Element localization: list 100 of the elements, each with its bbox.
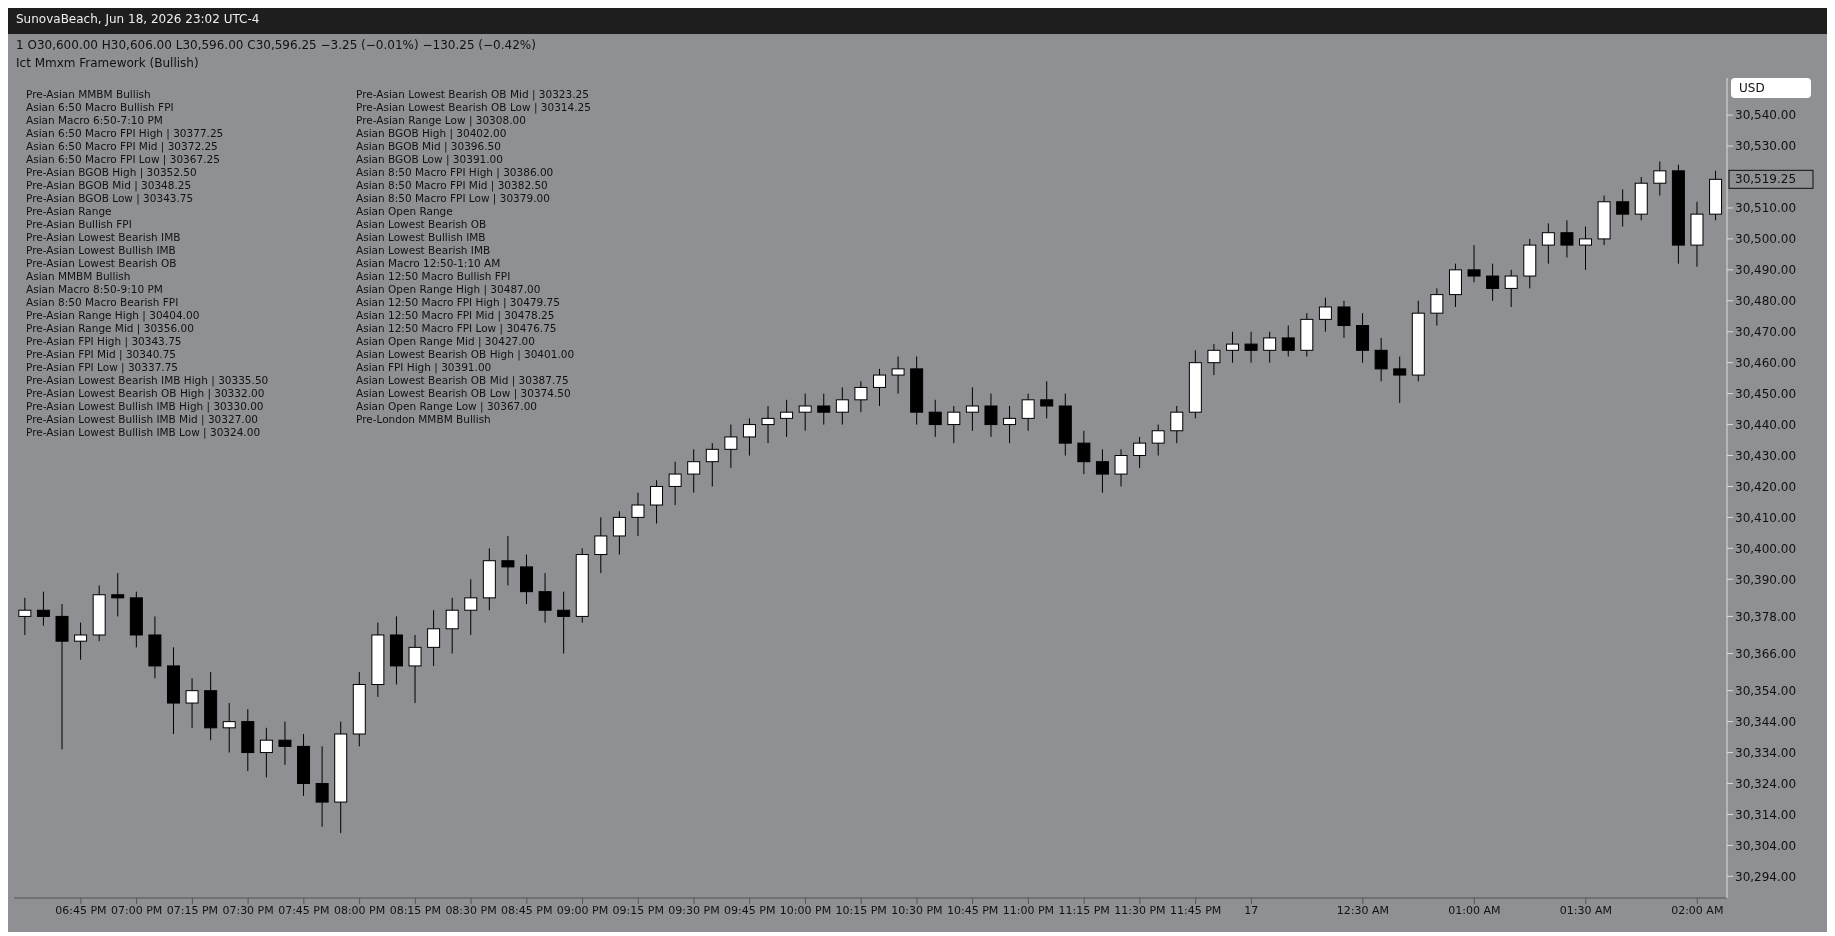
candlestick [427,609,441,667]
candlestick [464,578,478,636]
annotation: Asian 6:50 Macro FPI Mid | 30372.25 [26,140,218,153]
candlestick [891,355,905,395]
candlestick [259,727,273,778]
y-tick-label: 30,460.00 [1735,355,1797,370]
annotation: Pre-London MMBM Bullish [356,413,491,425]
y-tick-label: 30,324.00 [1735,776,1797,791]
candlestick [1244,331,1258,364]
candlestick [594,516,608,574]
candlestick [1318,297,1332,333]
x-tick-label: 10:45 PM [947,903,999,917]
annotation: Pre-Asian Range High | 30404.00 [26,309,200,322]
x-tick-label: 07:15 PM [166,903,219,917]
candlestick [1393,355,1407,404]
candlestick [724,424,738,469]
candlestick [873,368,886,407]
text: 30,519.25 [1735,172,1797,187]
candlestick [1467,244,1481,283]
x-tick-label: 11:15 PM [1058,903,1110,917]
x-tick-label: 06:45 PM [55,903,107,917]
annotation: Asian Open Range High | 30487.00 [356,283,541,296]
candlestick [1541,222,1555,265]
candlestick [1114,448,1128,487]
annotation: Pre-Asian Lowest Bullish IMB Low | 30324.00 [26,426,261,439]
chart-title: SunovaBeach, Jun 18, 2026 23:02 UTC-4 [15,11,261,28]
candlestick [1003,405,1017,444]
annotation: Pre-Asian Lowest Bearish OB [26,257,177,269]
x-tick-label: 07:00 PM [110,903,163,917]
annotation: Asian Lowest Bearish OB Mid | 30387.75 [356,374,569,387]
y-tick-label: 30,480.00 [1735,294,1797,309]
candlestick [315,745,329,828]
candlestick [1040,380,1054,419]
candlestick [1226,331,1239,364]
annotation: Asian 8:50 Macro Bearish FPI [26,296,179,308]
candlestick [1263,331,1277,364]
candlestick [408,634,422,704]
annotation: Pre-Asian BGOB Mid | 30348.25 [26,179,192,192]
candlestick [650,479,664,525]
y-tick-label: 30,420.00 [1735,479,1797,494]
candlestick [278,721,292,766]
annotation: Asian 8:50 Macro FPI Mid | 30382.50 [356,179,548,192]
y-tick-label: 30,294.00 [1735,869,1797,884]
candlestick [1281,325,1295,357]
candlestick [538,572,552,624]
x-tick-label: 11:45 PM [1169,903,1222,917]
annotation: Asian BGOB Mid | 30396.50 [356,140,501,153]
y-tick-label: 30,530.00 [1735,139,1797,154]
annotation: Asian Open Range [356,205,453,217]
candlestick [761,405,775,444]
candlestick [817,393,831,426]
y-tick-label: 30,390.00 [1735,572,1797,587]
y-tick-label: 30,366.00 [1735,646,1797,661]
annotation: Pre-Asian Range [26,205,112,217]
candlestick [1021,393,1035,432]
x-tick-label: 10:30 PM [891,903,943,917]
annotation: Asian Open Range Mid | 30427.00 [356,335,535,348]
annotation: Asian 8:50 Macro FPI Low | 30379.00 [356,192,550,205]
annotation: Pre-Asian FPI Mid | 30340.75 [26,348,177,361]
annotation: Pre-Asian Lowest Bullish IMB High | 30330.00 [26,400,264,413]
candlestick [928,399,942,438]
candlestick [222,702,236,754]
y-tick-label: 30,410.00 [1735,510,1797,525]
y-tick-label: 30,344.00 [1735,714,1797,729]
x-tick-label: 07:30 PM [222,903,274,917]
annotation: Asian MMBM Bullish [26,270,131,282]
candlestick [1170,405,1184,444]
y-tick-label: 30,314.00 [1735,807,1797,822]
candlestick [557,591,571,655]
y-tick-label: 30,500.00 [1735,232,1797,247]
x-tick-label: 10:00 PM [779,903,832,917]
candlestick [1653,161,1667,197]
annotation: Pre-Asian Lowest Bullish IMB Mid | 30327.00 [26,413,259,426]
annotation: Asian Lowest Bearish OB Low | 30374.50 [356,387,571,400]
candlestick [111,572,125,617]
candlestick [965,386,979,432]
candlestick [1486,263,1500,302]
annotation: Pre-Asian FPI High | 30343.75 [26,335,182,348]
x-tick-label: 17 [1244,903,1259,917]
candlestick [36,591,50,627]
annotation: Pre-Asian Lowest Bearish OB Low | 30314.25 [356,101,591,114]
candlestick [1504,269,1518,308]
annotation: Pre-Asian Lowest Bearish OB High | 30332.00 [26,387,265,400]
candlestick [798,393,812,432]
x-tick-label: 08:30 PM [445,903,497,917]
annotation: Asian Macro 6:50-7:10 PM [26,114,163,126]
annotation: Pre-Asian Bullish FPI [26,218,132,230]
candlestick [631,492,645,537]
candlestick [18,597,32,636]
candlestick [74,622,88,661]
candlestick [705,442,719,487]
y-tick-label: 30,450.00 [1735,386,1797,401]
chart-subtitle: 1 O30,600.00 H30,606.00 L30,596.00 C30,596.25 −3.25 (−0.01%) −130.25 (−0.42%) [15,37,537,54]
x-tick-label: 11:00 PM [1002,903,1055,917]
annotation: Pre-Asian Lowest Bullish IMB [26,244,176,256]
annotation: Pre-Asian BGOB High | 30352.50 [26,166,197,179]
candlestick [668,461,682,506]
y-tick-label: 30,304.00 [1735,838,1797,853]
candlestick [1133,436,1147,469]
y-tick-label: 30,490.00 [1735,263,1797,278]
